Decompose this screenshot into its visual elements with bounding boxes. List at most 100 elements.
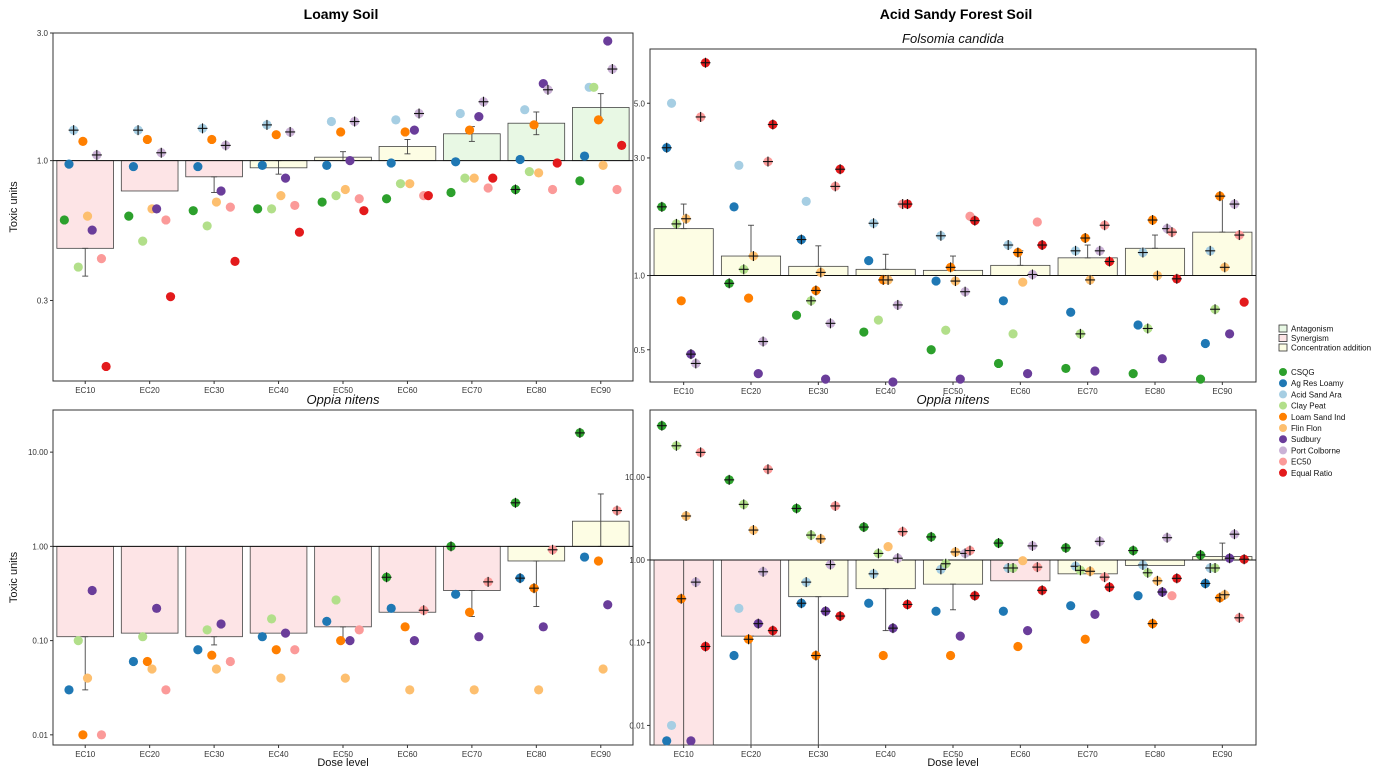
data-point [743, 293, 754, 303]
data-point [152, 603, 162, 613]
x-tick-label: EC80 [526, 386, 547, 395]
x-tick-label: EC50 [943, 750, 964, 759]
y-tick-label: 3.0 [634, 154, 646, 163]
chart-panel-3: Oppia nitens 0.01 0.10 1.00 10.00 EC10 EC20 EC3… [8, 392, 634, 769]
x-tick-label: EC50 [333, 750, 354, 759]
data-point [998, 606, 1008, 616]
data-point [603, 600, 613, 610]
bar [1124, 559, 1186, 566]
data-point [207, 134, 217, 145]
x-tick-label: EC20 [140, 386, 161, 395]
data-point [589, 82, 599, 92]
data-point [955, 631, 965, 641]
x-tick-label: EC40 [876, 387, 897, 396]
legend-point-label: Sudbury [1291, 435, 1321, 444]
data-point [455, 108, 465, 119]
data-point [451, 589, 461, 599]
data-point [666, 720, 677, 731]
bar [314, 545, 372, 628]
data-point [290, 200, 300, 211]
data-point [202, 221, 212, 231]
legend-fill-swatch [1278, 324, 1288, 333]
data-point [147, 664, 157, 674]
data-point [128, 656, 139, 667]
data-point [276, 673, 286, 683]
x-tick-label: EC90 [591, 750, 612, 759]
data-point [82, 211, 93, 221]
panel-title: Oppia nitens [917, 392, 990, 407]
data-point [993, 358, 1004, 369]
data-point [345, 636, 355, 646]
chart-panels: Enchytraeus crypticus0.31.03.0EC10EC20EC… [8, 29, 1257, 769]
legend-point-swatch [1279, 390, 1287, 399]
data-point [941, 325, 951, 335]
data-point [395, 179, 406, 189]
plot-area [649, 48, 1257, 383]
data-point [451, 157, 461, 167]
data-point [474, 112, 484, 122]
bar [653, 228, 714, 276]
data-point [859, 327, 869, 337]
data-point [64, 159, 74, 169]
y-axis-title: Toxic units [8, 181, 20, 233]
x-tick-label: EC20 [140, 750, 161, 759]
bar [922, 559, 984, 585]
data-point [945, 650, 956, 661]
y-tick-label: 0.01 [629, 721, 645, 730]
data-point [73, 262, 83, 272]
data-point [1200, 338, 1210, 349]
data-point [400, 127, 410, 137]
legend-point-label: Clay Peat [1291, 402, 1326, 411]
y-tick-label: 0.10 [32, 637, 48, 646]
data-point [207, 650, 217, 660]
data-point [1023, 369, 1033, 379]
data-point [64, 685, 74, 695]
x-tick-label: EC70 [462, 750, 483, 759]
data-point [271, 130, 281, 140]
data-point [612, 184, 622, 195]
y-tick-label: 0.5 [634, 346, 646, 355]
data-point [729, 202, 739, 212]
data-point [998, 296, 1008, 306]
x-tick-label: EC70 [462, 386, 483, 395]
left-column-title: Loamy Soil [304, 6, 379, 22]
data-point [593, 115, 604, 125]
bar [1124, 247, 1186, 276]
data-point [883, 542, 893, 552]
data-point [359, 206, 369, 216]
data-point [152, 204, 162, 214]
data-point [598, 664, 608, 674]
data-point [142, 656, 152, 667]
data-point [78, 730, 88, 740]
data-point [1239, 297, 1249, 307]
x-tick-label: EC60 [1010, 750, 1031, 759]
legend-point-label: Port Colborne [1291, 446, 1341, 455]
data-point [266, 614, 277, 624]
data-point [1013, 641, 1023, 652]
data-point [575, 176, 585, 186]
data-point [138, 632, 148, 642]
chart-panel-4: Oppia nitens 0.01 0.10 1.00 10.00 EC10 EC20 EC3… [625, 392, 1257, 769]
data-point [1195, 374, 1206, 384]
legend-fill-swatch [1278, 343, 1288, 352]
data-point [78, 136, 88, 146]
legend-point-swatch [1279, 457, 1287, 466]
bar [120, 545, 179, 634]
bar [788, 559, 849, 598]
data-point [617, 140, 627, 150]
y-axis-title: Toxic units [8, 551, 20, 603]
y-tick-label: 10.00 [625, 473, 646, 482]
y-tick-label: 1.0 [634, 272, 646, 281]
data-point [1061, 363, 1071, 374]
legend-point-swatch [1279, 424, 1287, 432]
legend-point-label: Flin Flon [1291, 424, 1322, 433]
data-point [409, 125, 420, 135]
data-point [1225, 329, 1235, 339]
data-point [878, 650, 888, 661]
data-point [753, 369, 763, 379]
data-point [322, 616, 332, 626]
bar [56, 160, 114, 249]
data-point [331, 595, 341, 605]
bar [249, 545, 308, 634]
